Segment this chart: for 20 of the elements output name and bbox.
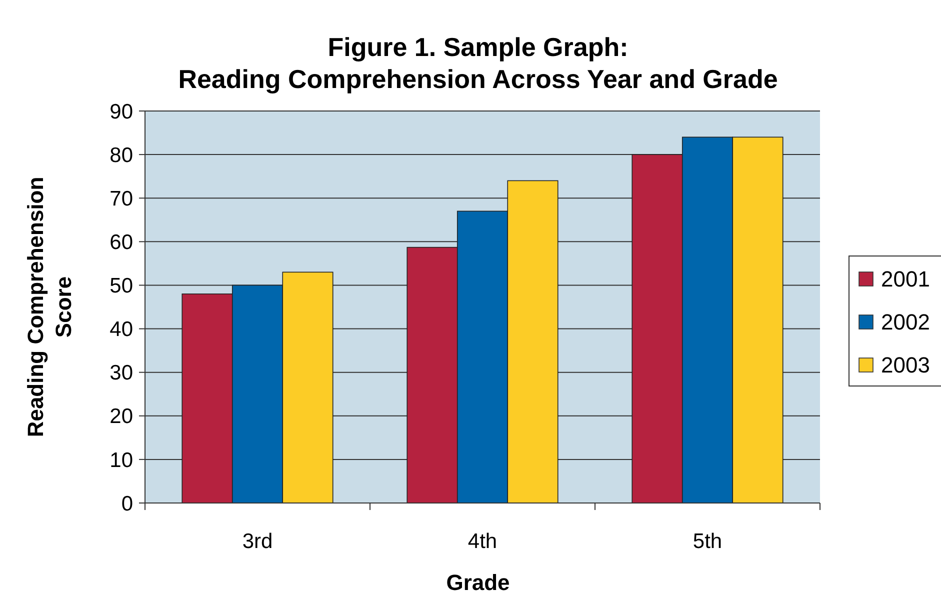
y-tick-label: 30 — [110, 362, 133, 385]
y-tick-label: 80 — [110, 144, 133, 167]
y-tick-label: 40 — [110, 318, 133, 342]
y-axis-title: Reading Comprehension Score — [23, 176, 76, 438]
chart-subtitle: Reading Comprehension Across Year and Grade — [178, 64, 778, 94]
y-tick-label: 50 — [110, 274, 133, 298]
y-tick-label: 0 — [121, 492, 133, 516]
x-tick-label: 4th — [468, 530, 498, 553]
x-axis-title: Grade — [446, 570, 510, 595]
y-tick-label: 90 — [110, 100, 133, 124]
x-tick-label: 5th — [692, 530, 722, 553]
legend-label: 2001 — [881, 266, 930, 292]
x-tick-label: 3rd — [242, 530, 273, 553]
legend-label: 2002 — [881, 310, 930, 335]
y-tick-label: 20 — [110, 405, 133, 428]
y-tick-label: 10 — [110, 448, 133, 472]
chart-title: Figure 1. Sample Graph: — [328, 32, 628, 62]
y-tick-label: 60 — [110, 231, 133, 254]
legend-label: 2003 — [881, 352, 930, 378]
y-tick-label: 70 — [110, 187, 133, 210]
